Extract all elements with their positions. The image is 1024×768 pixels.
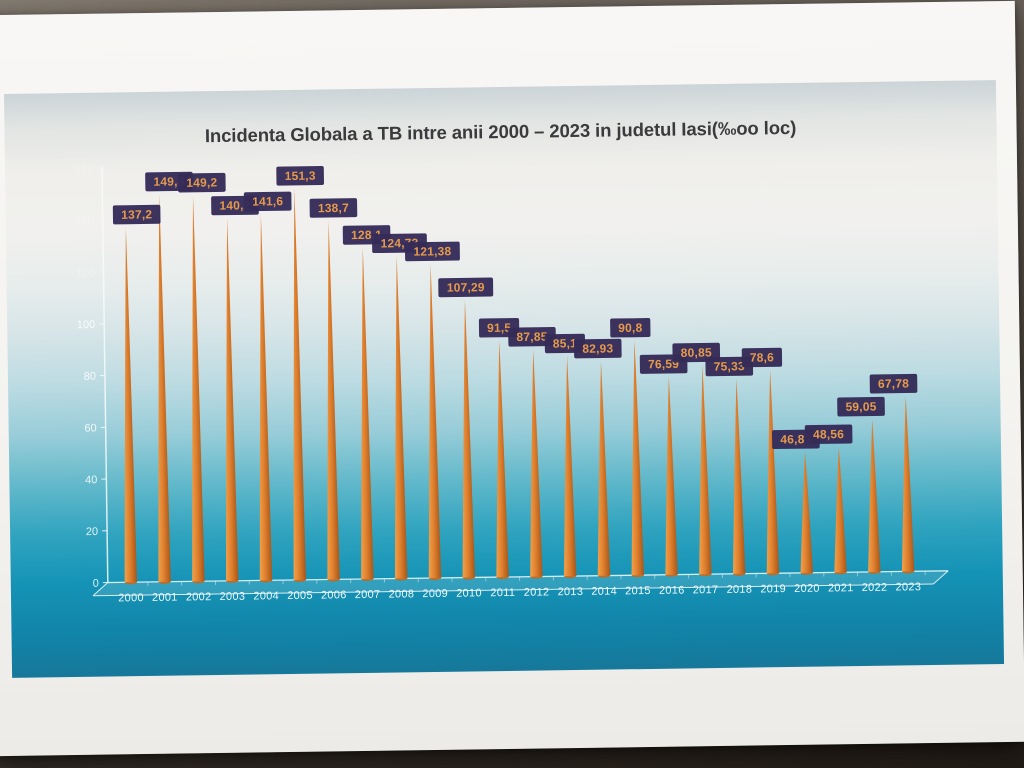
svg-text:2019: 2019 (760, 583, 786, 595)
svg-text:59,05: 59,05 (845, 400, 876, 414)
svg-text:2017: 2017 (693, 584, 719, 596)
svg-text:46,83: 46,83 (780, 432, 811, 446)
svg-text:2003: 2003 (220, 591, 246, 603)
svg-text:80,85: 80,85 (681, 345, 712, 359)
svg-text:137,2: 137,2 (121, 207, 152, 221)
svg-text:2016: 2016 (659, 584, 685, 596)
svg-text:78,6: 78,6 (750, 350, 774, 364)
svg-text:2011: 2011 (490, 587, 515, 599)
svg-text:149,8: 149,8 (153, 174, 184, 188)
svg-text:82,93: 82,93 (582, 341, 613, 355)
svg-text:2010: 2010 (456, 587, 482, 599)
svg-text:2004: 2004 (253, 590, 279, 602)
svg-text:2023: 2023 (895, 581, 921, 593)
svg-text:140,2: 140,2 (219, 198, 250, 212)
svg-text:2006: 2006 (321, 589, 347, 601)
svg-text:2022: 2022 (862, 582, 888, 594)
svg-text:20: 20 (86, 526, 98, 538)
svg-text:85,1: 85,1 (553, 336, 577, 350)
svg-text:2015: 2015 (625, 585, 651, 597)
svg-text:149,2: 149,2 (186, 175, 217, 189)
svg-text:2005: 2005 (287, 590, 313, 602)
svg-text:2001: 2001 (152, 592, 178, 604)
svg-text:76,59: 76,59 (648, 357, 679, 371)
svg-text:120: 120 (76, 267, 95, 279)
svg-text:2009: 2009 (422, 588, 448, 600)
svg-text:40: 40 (85, 474, 97, 486)
slide-background: Incidenta Globala a TB intre anii 2000 –… (3, 80, 1005, 678)
svg-text:138,7: 138,7 (318, 201, 349, 215)
svg-text:80: 80 (84, 371, 96, 383)
svg-text:2000: 2000 (118, 592, 144, 604)
svg-text:100: 100 (77, 319, 96, 331)
svg-text:151,3: 151,3 (285, 169, 316, 183)
svg-text:2014: 2014 (591, 585, 617, 597)
svg-text:2008: 2008 (388, 588, 414, 600)
svg-text:160: 160 (75, 164, 94, 176)
svg-text:75,33: 75,33 (714, 359, 745, 373)
svg-text:90,8: 90,8 (618, 321, 642, 335)
svg-text:2013: 2013 (557, 586, 583, 598)
svg-text:107,29: 107,29 (447, 280, 485, 295)
svg-text:0: 0 (93, 578, 99, 590)
svg-text:60: 60 (84, 422, 96, 434)
svg-text:121,38: 121,38 (413, 244, 451, 259)
svg-text:141,6: 141,6 (252, 194, 283, 208)
svg-text:2018: 2018 (726, 584, 752, 596)
svg-text:67,78: 67,78 (878, 376, 909, 390)
svg-text:2002: 2002 (186, 591, 212, 603)
tb-incidence-bar-chart: 0 20 40 60 80 100 120 140 160 2000 2001 2002 2003 200… (75, 164, 949, 604)
svg-text:48,56: 48,56 (813, 427, 844, 441)
svg-text:2012: 2012 (524, 586, 550, 598)
svg-text:2007: 2007 (355, 589, 381, 601)
svg-text:2020: 2020 (794, 583, 820, 595)
svg-text:91,5: 91,5 (487, 321, 511, 335)
svg-text:140: 140 (75, 215, 94, 227)
svg-text:87,85: 87,85 (516, 330, 547, 344)
svg-text:2021: 2021 (828, 582, 854, 594)
